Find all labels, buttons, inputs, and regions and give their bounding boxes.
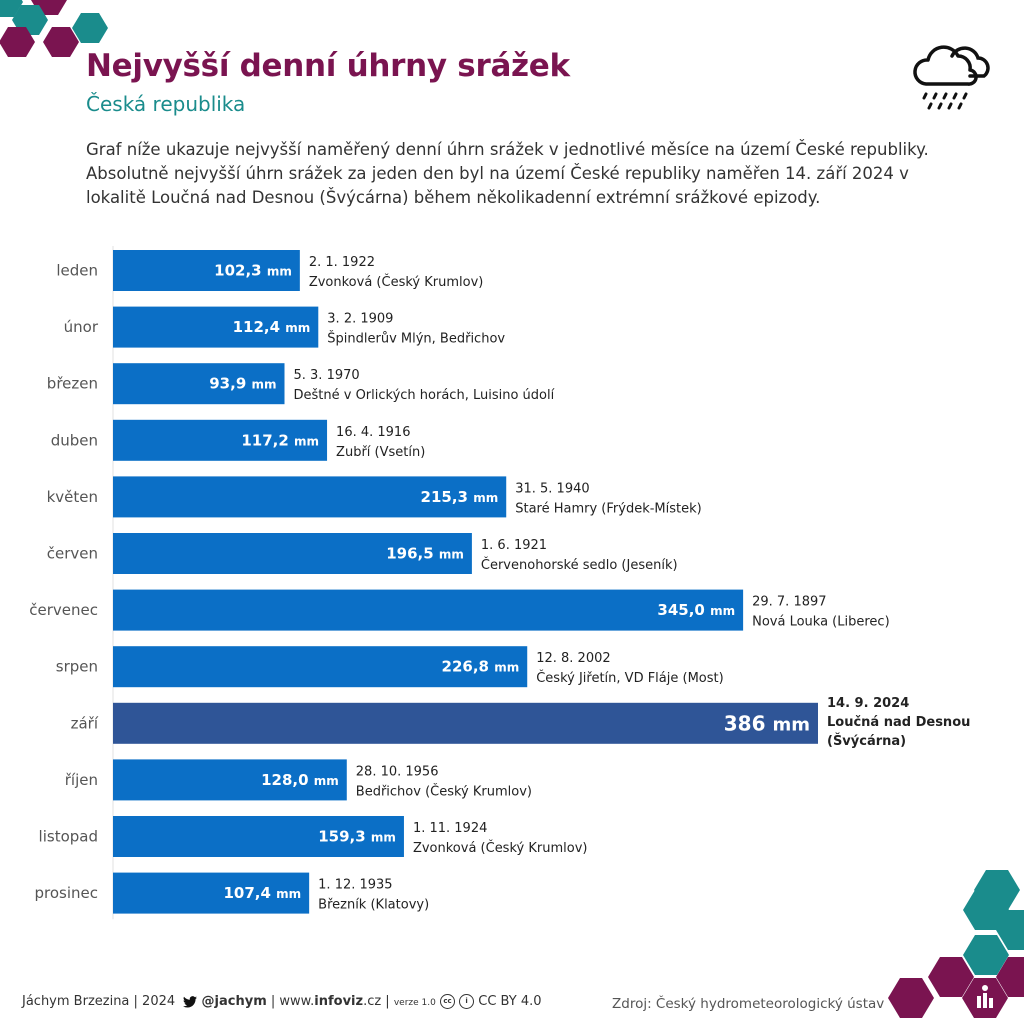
category-label: červen <box>47 545 98 563</box>
date-label: 2. 1. 1922 <box>309 255 375 270</box>
date-label: 14. 9. 2024 <box>827 696 909 711</box>
value-label: 345,0 mm <box>657 601 735 619</box>
rain-cloud-icon <box>913 45 990 110</box>
twitter-icon <box>183 995 198 1008</box>
bar <box>113 363 285 405</box>
footer-license: CC BY 4.0 <box>478 994 542 1009</box>
category-label: únor <box>64 318 99 336</box>
category-label: říjen <box>65 771 98 789</box>
value-label: 93,9 mm <box>209 375 276 393</box>
bar <box>113 306 319 348</box>
bar <box>113 646 528 688</box>
category-label: prosinec <box>34 884 98 902</box>
value-label: 102,3 mm <box>214 262 292 280</box>
value-label: 159,3 mm <box>318 828 396 846</box>
value-label: 112,4 mm <box>233 318 311 336</box>
bar-chart: leden 102,3 mm 2. 1. 1922 Zvonková (Český K… <box>29 246 970 920</box>
date-label: 1. 11. 1924 <box>413 821 487 836</box>
category-label: červenec <box>29 601 98 619</box>
footer-version: verze 1.0 <box>393 998 436 1008</box>
category-label: květen <box>47 488 98 506</box>
category-label: listopad <box>39 828 98 846</box>
location-label: Zvonková (Český Krumlov) <box>309 274 484 290</box>
bar <box>113 872 310 914</box>
bar <box>113 589 744 631</box>
hexagon-decoration-top <box>0 0 108 57</box>
footer-site-bold[interactable]: infoviz <box>314 994 364 1009</box>
value-label: 226,8 mm <box>442 658 520 676</box>
category-label: březen <box>47 375 98 393</box>
bar <box>113 250 300 291</box>
location-label: Loučná nad Desnou <box>827 715 970 730</box>
date-label: 28. 10. 1956 <box>356 764 439 779</box>
footer-twitter[interactable]: @jachym <box>201 994 267 1009</box>
value-label: 196,5 mm <box>386 545 464 563</box>
footer-site-suffix: .cz | <box>363 994 390 1009</box>
location-label: Staré Hamry (Frýdek-Místek) <box>515 501 702 516</box>
location-label: Nová Louka (Liberec) <box>752 615 890 630</box>
location-label: (Švýcárna) <box>827 733 906 749</box>
bar <box>113 476 507 518</box>
bar <box>113 702 818 744</box>
infoviz-logo-icon <box>977 985 993 1008</box>
footer-author: Jáchym Brzezina | 2024 <box>22 994 176 1009</box>
date-label: 1. 12. 1935 <box>318 878 392 893</box>
value-label: 128,0 mm <box>261 771 339 789</box>
page-title: Nejvyšší denní úhrny srážek <box>86 48 570 84</box>
location-label: Český Jiřetín, VD Fláje (Most) <box>536 670 723 686</box>
value-label: 117,2 mm <box>241 431 319 449</box>
value-label: 386 mm <box>724 711 810 735</box>
bar <box>113 816 404 857</box>
page-subtitle: Česká republika <box>86 92 246 116</box>
date-label: 16. 4. 1916 <box>336 425 410 440</box>
date-label: 3. 2. 1909 <box>327 312 393 327</box>
category-label: září <box>71 714 99 732</box>
date-label: 12. 8. 2002 <box>536 651 610 666</box>
location-label: Bedřichov (Český Krumlov) <box>356 783 532 799</box>
category-label: srpen <box>56 658 98 676</box>
by-icon: i <box>459 994 475 1009</box>
category-label: duben <box>51 431 98 449</box>
bar <box>113 419 328 461</box>
bar <box>113 533 472 574</box>
source-note: Zdroj: Český hydrometeorologický ústav <box>612 996 885 1012</box>
category-label: leden <box>56 262 98 280</box>
date-label: 29. 7. 1897 <box>752 595 826 610</box>
value-label: 107,4 mm <box>223 884 301 902</box>
date-label: 5. 3. 1970 <box>294 368 360 383</box>
value-label: 215,3 mm <box>421 488 499 506</box>
bar <box>113 759 347 801</box>
location-label: Deštné v Orlických horách, Luisino údolí <box>294 388 555 403</box>
cc-icon: cc <box>439 994 455 1009</box>
intro-text: Graf níže ukazuje nejvyšší naměřený denn… <box>86 140 929 207</box>
date-label: 31. 5. 1940 <box>515 481 589 496</box>
location-label: Březník (Klatovy) <box>318 898 429 913</box>
location-label: Zvonková (Český Krumlov) <box>413 840 588 856</box>
date-label: 1. 6. 1921 <box>481 538 547 553</box>
hexagon-decoration-bottom <box>888 870 1024 1018</box>
footer-site-prefix: | www. <box>270 994 315 1009</box>
location-label: Červenohorské sedlo (Jeseník) <box>481 557 678 573</box>
location-label: Špindlerův Mlýn, Bedřichov <box>327 331 505 347</box>
location-label: Zubří (Vsetín) <box>336 445 425 460</box>
footer: Jáchym Brzezina | 2024 @jachym | www.inf… <box>22 994 542 1009</box>
